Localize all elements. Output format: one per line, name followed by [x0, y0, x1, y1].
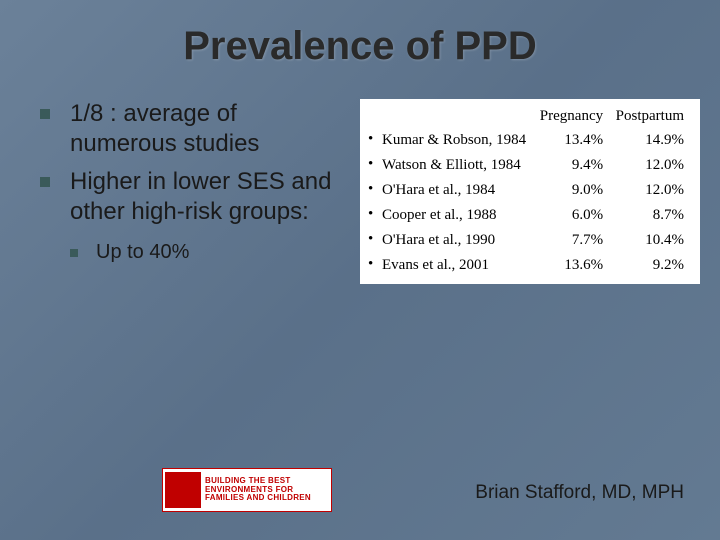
prevalence-table: Pregnancy Postpartum Kumar & Robson, 198… [364, 105, 690, 278]
postpartum-cell: 14.9% [609, 128, 690, 153]
logo-text: BUILDING THE BEST ENVIRONMENTS FOR FAMIL… [205, 477, 311, 503]
table-header: Pregnancy [533, 105, 609, 128]
postpartum-cell: 12.0% [609, 178, 690, 203]
pregnancy-cell: 7.7% [533, 228, 609, 253]
slide-title: Prevalence of PPD [0, 0, 720, 69]
study-cell: Kumar & Robson, 1984 [364, 128, 533, 153]
footer-logo: BUILDING THE BEST ENVIRONMENTS FOR FAMIL… [162, 468, 332, 512]
footer-author: Brian Stafford, MD, MPH [475, 482, 684, 504]
table-row: Watson & Elliott, 1984 9.4% 12.0% [364, 153, 690, 178]
study-cell: Cooper et al., 1988 [364, 203, 533, 228]
postpartum-cell: 9.2% [609, 253, 690, 278]
study-cell: O'Hara et al., 1984 [364, 178, 533, 203]
content-area: 1/8 : average of numerous studies Higher… [0, 69, 720, 284]
right-column: Pregnancy Postpartum Kumar & Robson, 198… [350, 99, 700, 284]
table-row: Evans et al., 2001 13.6% 9.2% [364, 253, 690, 278]
bullet-list: 1/8 : average of numerous studies Higher… [40, 99, 350, 264]
pregnancy-cell: 13.6% [533, 253, 609, 278]
table-header-row: Pregnancy Postpartum [364, 105, 690, 128]
logo-icon [165, 472, 201, 508]
logo-line: FAMILIES AND CHILDREN [205, 493, 311, 502]
left-column: 1/8 : average of numerous studies Higher… [40, 99, 350, 284]
table-row: O'Hara et al., 1984 9.0% 12.0% [364, 178, 690, 203]
study-cell: Watson & Elliott, 1984 [364, 153, 533, 178]
postpartum-cell: 8.7% [609, 203, 690, 228]
table-row: Cooper et al., 1988 6.0% 8.7% [364, 203, 690, 228]
table-row: O'Hara et al., 1990 7.7% 10.4% [364, 228, 690, 253]
study-cell: O'Hara et al., 1990 [364, 228, 533, 253]
bullet-item: 1/8 : average of numerous studies [40, 99, 350, 159]
postpartum-cell: 10.4% [609, 228, 690, 253]
pregnancy-cell: 6.0% [533, 203, 609, 228]
table-row: Kumar & Robson, 1984 13.4% 14.9% [364, 128, 690, 153]
sub-bullet-item: Up to 40% [70, 241, 350, 264]
pregnancy-cell: 13.4% [533, 128, 609, 153]
logo-line: BUILDING THE BEST [205, 476, 291, 485]
logo-line: ENVIRONMENTS FOR [205, 485, 293, 494]
bullet-item: Higher in lower SES and other high-risk … [40, 167, 350, 227]
pregnancy-cell: 9.0% [533, 178, 609, 203]
data-table-container: Pregnancy Postpartum Kumar & Robson, 198… [360, 99, 700, 284]
pregnancy-cell: 9.4% [533, 153, 609, 178]
table-body: Kumar & Robson, 1984 13.4% 14.9% Watson … [364, 128, 690, 278]
table-header: Postpartum [609, 105, 690, 128]
study-cell: Evans et al., 2001 [364, 253, 533, 278]
table-header [364, 105, 533, 128]
postpartum-cell: 12.0% [609, 153, 690, 178]
